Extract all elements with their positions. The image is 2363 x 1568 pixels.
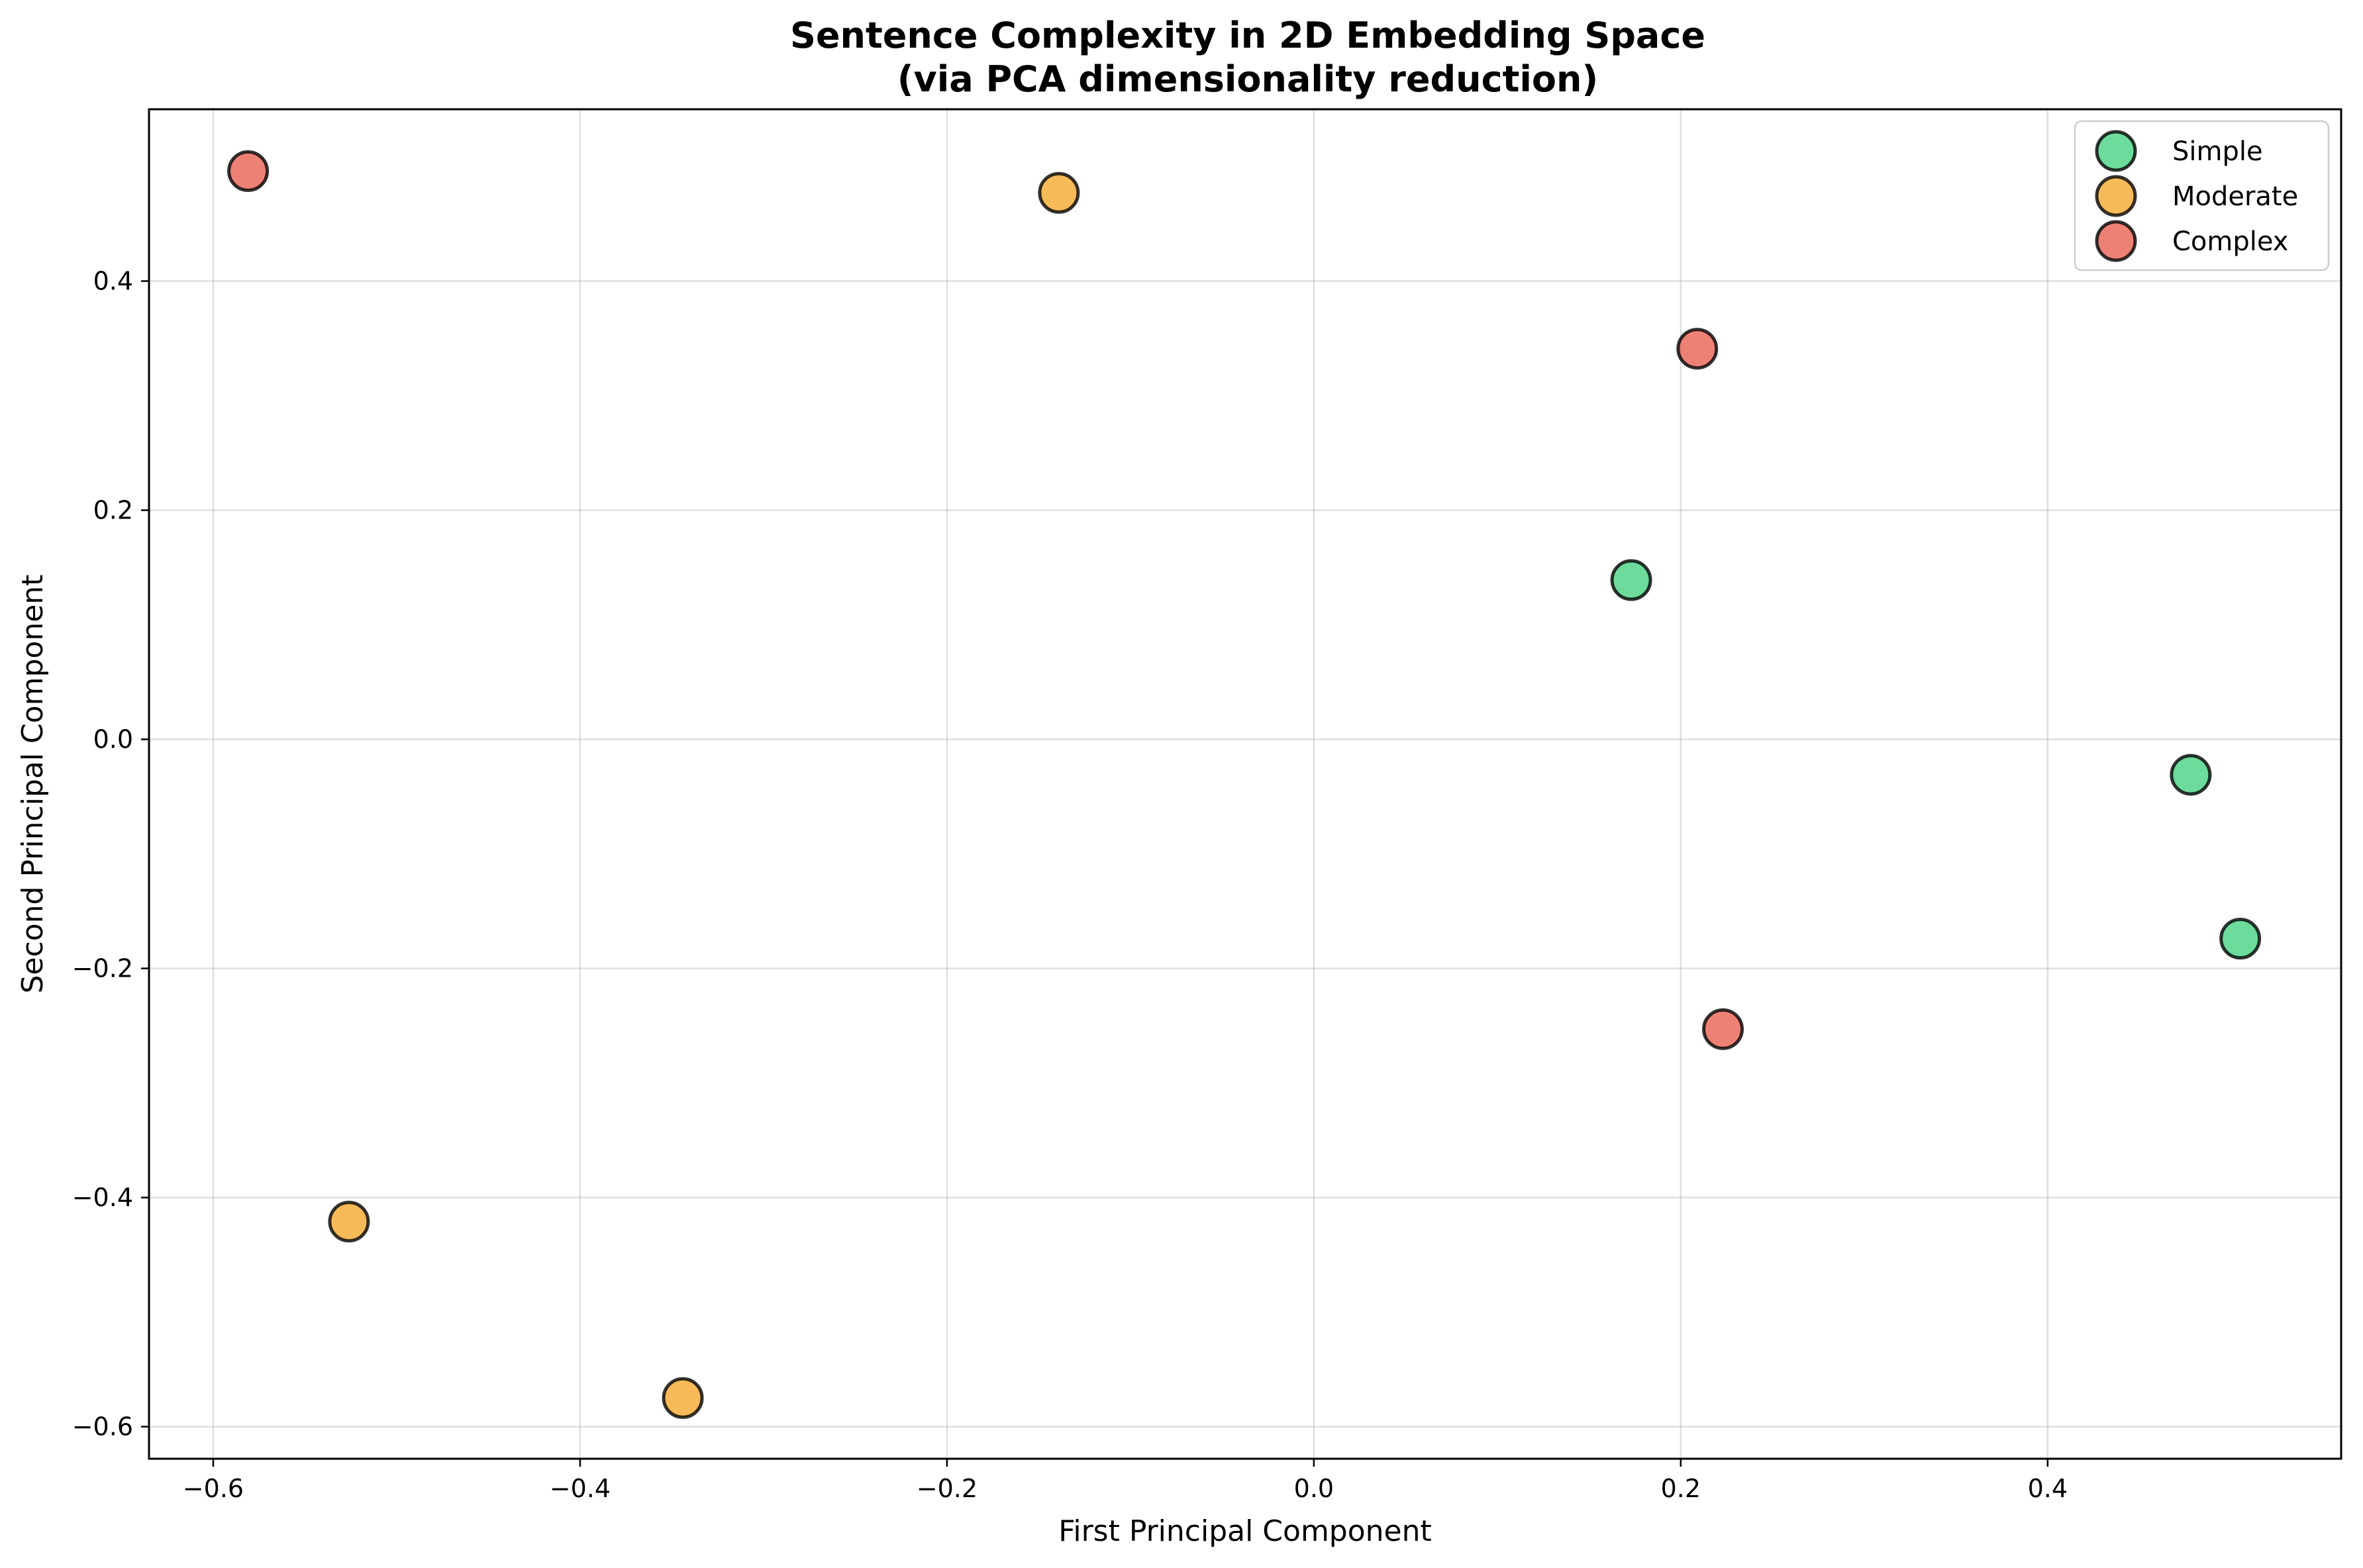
y-tick-label: −0.4 <box>72 1183 133 1212</box>
data-point-complex <box>227 150 270 192</box>
chart-title: Sentence Complexity in 2D Embedding Spac… <box>790 15 1705 56</box>
legend-marker-complex <box>2095 220 2137 262</box>
legend-marker-moderate <box>2095 175 2137 217</box>
data-point-moderate <box>1038 172 1080 214</box>
data-point-complex <box>1702 1008 1744 1050</box>
y-tick-label: 0.4 <box>93 267 133 296</box>
y-tick-label: −0.6 <box>72 1412 133 1442</box>
grid-lines <box>149 109 2341 1459</box>
x-axis-label: First Principal Component <box>1058 1514 1432 1548</box>
legend: Simple Moderate Complex <box>2074 120 2330 271</box>
y-tick-label: 0.0 <box>93 725 133 754</box>
axis-ticks: −0.6 −0.4 −0.2 0.0 0.2 0.4 −0.6 −0.4 −0.2 0.0 0.2 0… <box>72 267 2068 1503</box>
data-point-complex <box>1676 328 1719 370</box>
legend-label-complex: Complex <box>2172 226 2288 257</box>
legend-label-moderate: Moderate <box>2172 181 2298 212</box>
y-axis-label: Second Principal Component <box>16 575 50 994</box>
data-point-simple <box>2170 754 2212 796</box>
x-tick-label: −0.6 <box>183 1474 244 1503</box>
legend-label-simple: Simple <box>2172 136 2263 167</box>
legend-marker-simple <box>2095 130 2137 172</box>
y-tick-label: 0.2 <box>93 496 133 525</box>
y-tick-label: −0.2 <box>72 954 133 983</box>
data-point-simple <box>2219 918 2262 960</box>
legend-frame <box>2074 120 2330 271</box>
x-tick-label: −0.2 <box>917 1474 978 1503</box>
data-point-moderate <box>328 1200 370 1243</box>
x-tick-label: 0.4 <box>2028 1474 2068 1503</box>
x-tick-label: −0.4 <box>550 1474 611 1503</box>
chart-subtitle: (via PCA dimensionality reduction) <box>897 58 1598 100</box>
plot-frame <box>148 108 2342 1460</box>
data-point-moderate <box>662 1377 704 1419</box>
x-tick-label: 0.0 <box>1294 1474 1334 1503</box>
data-point-simple <box>1610 559 1652 601</box>
x-tick-label: 0.2 <box>1661 1474 1701 1503</box>
data-points <box>227 150 2262 1419</box>
